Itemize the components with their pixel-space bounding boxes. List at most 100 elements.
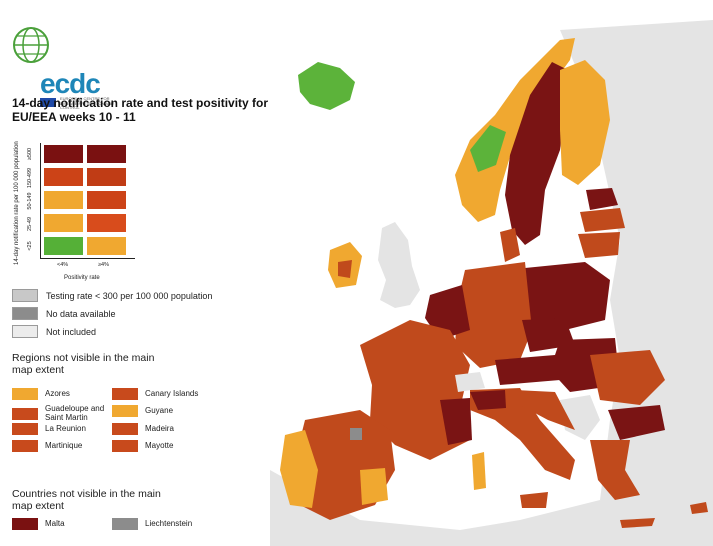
- map-finland: [560, 60, 610, 185]
- legend-not-included: Not included: [12, 325, 96, 338]
- map-title: 14-day notification rate and test positi…: [12, 96, 269, 124]
- map-land-not-included-east: [560, 20, 713, 546]
- map-land-not-included-uk: [378, 222, 420, 308]
- map-france-southeast: [440, 398, 472, 445]
- legend-no-data: No data available: [12, 307, 116, 320]
- matrix-cell: [43, 213, 84, 233]
- map-france: [360, 320, 470, 460]
- map-romania: [590, 350, 665, 405]
- region-label: La Reunion: [45, 423, 86, 433]
- map-portugal: [280, 430, 318, 508]
- matrix-x-tick: ≥4%: [98, 262, 109, 268]
- eu-flag-icon: [40, 98, 56, 107]
- region-label: Azores: [45, 388, 70, 398]
- map-croatia: [515, 390, 575, 430]
- legend-swatch: [12, 307, 38, 320]
- matrix-x-tick: <4%: [57, 262, 69, 268]
- region-swatch: [12, 407, 38, 420]
- map-italy-north: [470, 390, 506, 410]
- region-swatch: [112, 423, 138, 435]
- map-italy: [470, 388, 575, 480]
- matrix-cell: [43, 236, 84, 256]
- matrix-cell: [43, 190, 84, 210]
- map-estonia: [586, 188, 618, 210]
- map-sweden: [505, 62, 568, 245]
- legend-swatch: [12, 289, 38, 302]
- ecdc-tagline: EUROPEAN CENTRE FOR DISEASE PREVENTION A…: [60, 96, 114, 110]
- matrix-cell: [86, 190, 127, 210]
- country-label: Malta: [45, 518, 65, 528]
- region-swatch: [12, 440, 38, 452]
- map-sardinia: [472, 452, 486, 490]
- map-bulgaria: [608, 405, 665, 440]
- region-item: La Reunion: [12, 423, 86, 435]
- matrix-y-tick: 25-49: [27, 216, 33, 232]
- region-item: Azores: [12, 388, 70, 400]
- map-spain-orange: [360, 468, 388, 505]
- region-swatch: [112, 405, 138, 417]
- legend-testing-rate: Testing rate < 300 per 100 000 populatio…: [12, 289, 212, 302]
- map-ireland-midlands: [338, 260, 352, 278]
- region-label: Mayotte: [145, 440, 174, 450]
- matrix-cell: [86, 236, 127, 256]
- map-lithuania: [578, 232, 620, 258]
- country-label: Liechtenstein: [145, 518, 193, 528]
- region-label: Guyane: [145, 405, 174, 415]
- region-swatch: [12, 423, 38, 435]
- rate-positivity-matrix: 14-day notification rate per 100 000 pop…: [12, 140, 212, 285]
- legend-swatch: [12, 325, 38, 338]
- map-land-not-included-south: [270, 470, 640, 546]
- region-swatch: [112, 388, 138, 400]
- region-item: Madeira: [112, 423, 174, 435]
- regions-title: Regions not visible in the main map exte…: [12, 352, 155, 376]
- legend-label: Not included: [46, 326, 97, 337]
- matrix-cell: [86, 167, 127, 187]
- region-item: Mayotte: [112, 440, 173, 452]
- map-cyprus: [690, 502, 708, 514]
- map-germany: [455, 262, 532, 368]
- legend-label: No data available: [46, 308, 116, 319]
- matrix-cell: [43, 167, 84, 187]
- matrix-x-axis-line: [40, 258, 135, 259]
- map-spain-grey: [350, 428, 362, 440]
- region-label: Canary Islands: [145, 388, 199, 398]
- region-swatch: [12, 388, 38, 400]
- ecdc-logo: ecdc EUROPEAN CENTRE FOR DISEASE PREVENT…: [10, 24, 120, 110]
- globe-icon: [13, 27, 49, 63]
- country-swatch: [12, 518, 38, 530]
- region-item: Guyane: [112, 405, 173, 417]
- region-item: Guadeloupe and Saint Martin: [12, 404, 107, 422]
- legend-label: Testing rate < 300 per 100 000 populatio…: [46, 290, 213, 301]
- map-switzerland: [455, 372, 485, 392]
- country-item: Liechtenstein: [112, 518, 192, 530]
- map-netherlands-belgium: [425, 285, 470, 340]
- region-item: Martinique: [12, 440, 82, 452]
- ecdc-wordmark: ecdc: [40, 68, 101, 99]
- map-iceland: [298, 62, 355, 110]
- map-poland: [525, 262, 610, 330]
- region-label: Martinique: [45, 440, 83, 450]
- map-norway-green: [470, 125, 506, 172]
- country-item: Malta: [12, 518, 65, 530]
- map-sicily: [520, 492, 548, 508]
- matrix-y-tick: 150-499: [27, 167, 33, 189]
- region-item: Canary Islands: [112, 388, 198, 400]
- map-austria: [495, 355, 560, 385]
- map-latvia: [580, 208, 625, 232]
- matrix-y-axis-line: [40, 143, 41, 258]
- matrix-cell: [86, 144, 127, 164]
- countries-title: Countries not visible in the main map ex…: [12, 488, 161, 512]
- map-denmark: [500, 228, 520, 262]
- region-swatch: [112, 440, 138, 452]
- map-land-not-included-balkans: [560, 395, 600, 440]
- matrix-cell: [43, 144, 84, 164]
- map-greece: [590, 440, 640, 500]
- region-label: Guadeloupe and Saint Martin: [45, 404, 105, 422]
- matrix-y-tick: <25: [27, 241, 33, 251]
- map-crete: [620, 518, 655, 528]
- matrix-cell: [86, 213, 127, 233]
- region-label: Madeira: [145, 423, 174, 433]
- matrix-x-axis-title: Positivity rate: [64, 275, 100, 281]
- country-swatch: [112, 518, 138, 530]
